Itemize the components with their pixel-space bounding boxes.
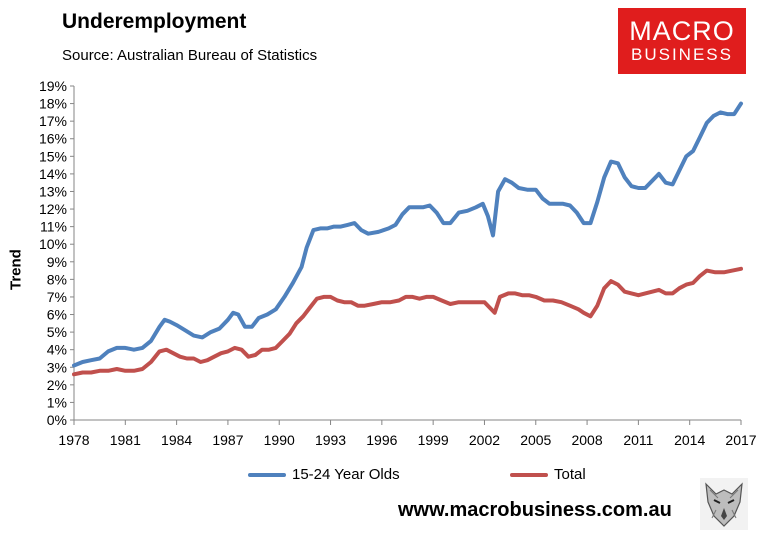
legend-item-total: Total — [510, 466, 586, 483]
y-tick-label: 10% — [39, 236, 67, 252]
legend-label-youth: 15-24 Year Olds — [292, 466, 400, 483]
x-tick-label: 1981 — [110, 432, 141, 448]
x-tick-label: 2005 — [520, 432, 551, 448]
page-title: Underemployment — [62, 10, 247, 33]
y-tick-label: 11% — [40, 219, 67, 235]
y-tick-label: 1% — [47, 394, 67, 410]
chart-axes: 0% 1%2% 3%4% 5%6% 7% 8%9% 10%11% 12% 13%14% 15%16… — [39, 78, 757, 448]
y-tick-label: 16% — [39, 131, 67, 147]
y-tick-label: 17% — [39, 113, 67, 129]
x-tick-label: 1996 — [366, 432, 397, 448]
y-tick-label: 9% — [47, 254, 67, 270]
y-tick-label: 12% — [39, 201, 67, 217]
chart-lines — [72, 101, 743, 377]
y-tick-label: 2% — [47, 377, 67, 393]
series-line-youth — [72, 101, 743, 368]
legend-swatch-total — [510, 472, 548, 477]
y-tick-label: 7% — [47, 289, 67, 305]
y-tick-label: 0% — [47, 412, 67, 428]
x-tick-label: 2017 — [725, 432, 756, 448]
y-tick-label: 15% — [39, 148, 67, 164]
y-tick-label: 4% — [47, 342, 67, 358]
legend-label-total: Total — [554, 466, 586, 483]
y-tick-label: 6% — [47, 307, 67, 323]
y-tick-label: 18% — [39, 96, 67, 112]
y-tick-label: 5% — [47, 324, 67, 340]
y-tick-label: 3% — [47, 359, 67, 375]
y-tick-label: 13% — [39, 183, 67, 199]
macrobusiness-logo[interactable]: MACRO BUSINESS — [618, 8, 746, 74]
x-tick-label: 2002 — [469, 432, 500, 448]
chart-subtitle: Source: Australian Bureau of Statistics — [62, 47, 318, 64]
logo-line-1: MACRO — [629, 16, 735, 46]
y-tick-label: 19% — [39, 78, 67, 94]
x-tick-label: 2011 — [623, 432, 653, 448]
y-tick-label: 8% — [47, 271, 67, 287]
x-tick-label: 2014 — [674, 432, 705, 448]
x-tick-label: 1993 — [315, 432, 346, 448]
website-url[interactable]: www.macrobusiness.com.au — [398, 499, 672, 521]
x-tick-label: 1990 — [264, 432, 295, 448]
wolf-icon — [700, 478, 748, 530]
logo-line-2: BUSINESS — [631, 45, 733, 64]
x-tick-label: 1978 — [58, 432, 89, 448]
x-tick-label: 1999 — [418, 432, 449, 448]
x-tick-label: 1984 — [161, 432, 192, 448]
series-line-total — [72, 266, 743, 377]
legend-item-youth: 15-24 Year Olds — [248, 466, 400, 483]
y-tick-label: 14% — [39, 166, 67, 182]
x-tick-label: 1987 — [212, 432, 243, 448]
x-tick-label: 2008 — [571, 432, 602, 448]
legend-swatch-youth — [248, 472, 286, 477]
